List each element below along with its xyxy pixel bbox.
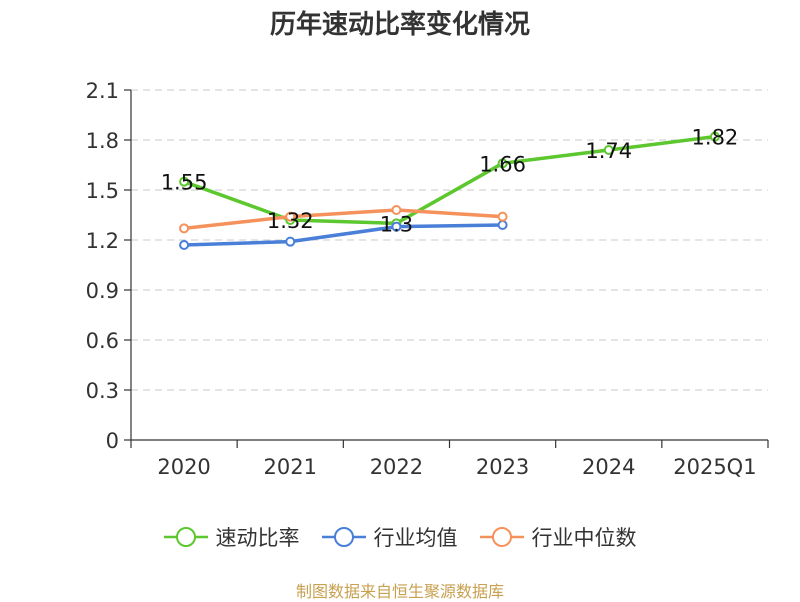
series-1-point-0 [179, 240, 190, 250]
series-line-0 [183, 134, 716, 226]
data-label-4: 1.74 [585, 139, 632, 163]
series-0-point-5 [709, 131, 720, 142]
legend-swatch-0 [163, 527, 208, 547]
y-tick-label-7: 2.1 [86, 79, 119, 103]
data-label-1: 1.32 [267, 209, 314, 233]
data-labels: 1.55 1.32 1.3 1.66 1.74 1.82 [161, 126, 739, 237]
series-line-1 [184, 223, 503, 247]
series-1-point-1 [285, 236, 296, 247]
series-0-point-0 [179, 176, 190, 187]
x-tick-label-5: 2025Q1 [673, 455, 756, 479]
series-line-2 [183, 208, 503, 231]
x-tick-label-0: 2020 [157, 455, 210, 479]
y-tick-label-6: 1.8 [86, 129, 119, 153]
x-tick-label-2: 2022 [370, 455, 423, 479]
legend-label-1: 行业均值 [373, 526, 458, 550]
x-tick-label-3: 2023 [476, 455, 529, 479]
x-tick-label-4: 2024 [582, 455, 635, 479]
series-lines [179, 131, 720, 250]
legend-label-0: 速动比率 [215, 526, 300, 550]
legend-label-2: 行业中位数 [531, 526, 637, 550]
legend-item-2[interactable]: 行业中位数 [479, 522, 637, 552]
series-2-point-2 [391, 205, 402, 215]
chart-title: 历年速动比率变化情况 [269, 10, 530, 40]
line-chart: 0 0.3 0.6 0.9 1.2 1.5 1.8 2.1 2020 2021 2022 2023 20… [86, 79, 769, 479]
series-2-point-3 [497, 211, 508, 222]
legend-swatch-2 [479, 527, 524, 547]
legend-item-0[interactable]: 速动比率 [163, 522, 300, 552]
series-2-point-1 [285, 211, 296, 222]
y-tick-label-5: 1.5 [86, 179, 119, 203]
grid-lines [131, 89, 768, 391]
series-1-point-2 [391, 221, 402, 232]
y-tick-label-1: 0.3 [86, 379, 119, 403]
y-tick-label-2: 0.6 [86, 329, 119, 353]
x-tick-label-1: 2021 [264, 455, 317, 479]
series-2-point-0 [179, 223, 190, 234]
data-label-3: 1.66 [479, 152, 526, 176]
series-0-point-3 [497, 158, 508, 169]
legend: 速动比率 行业均值 行业中位数 [0, 522, 800, 552]
data-label-5: 1.82 [692, 126, 739, 150]
legend-swatch-1 [321, 527, 366, 547]
legend-item-1[interactable]: 行业均值 [321, 522, 458, 552]
series-0-point-4 [603, 145, 614, 155]
y-tick-label-4: 1.2 [86, 229, 119, 253]
data-label-2: 1.3 [380, 212, 413, 236]
y-tick-label-3: 0.9 [86, 279, 119, 303]
data-label-0: 1.55 [161, 171, 208, 195]
y-tick-label-0: 0 [106, 429, 119, 453]
series-1-point-3 [497, 220, 508, 230]
axes: 0 0.3 0.6 0.9 1.2 1.5 1.8 2.1 2020 2021 2022 2023 20… [86, 79, 769, 479]
source-note: 制图数据来自恒生聚源数据库 [295, 582, 504, 601]
